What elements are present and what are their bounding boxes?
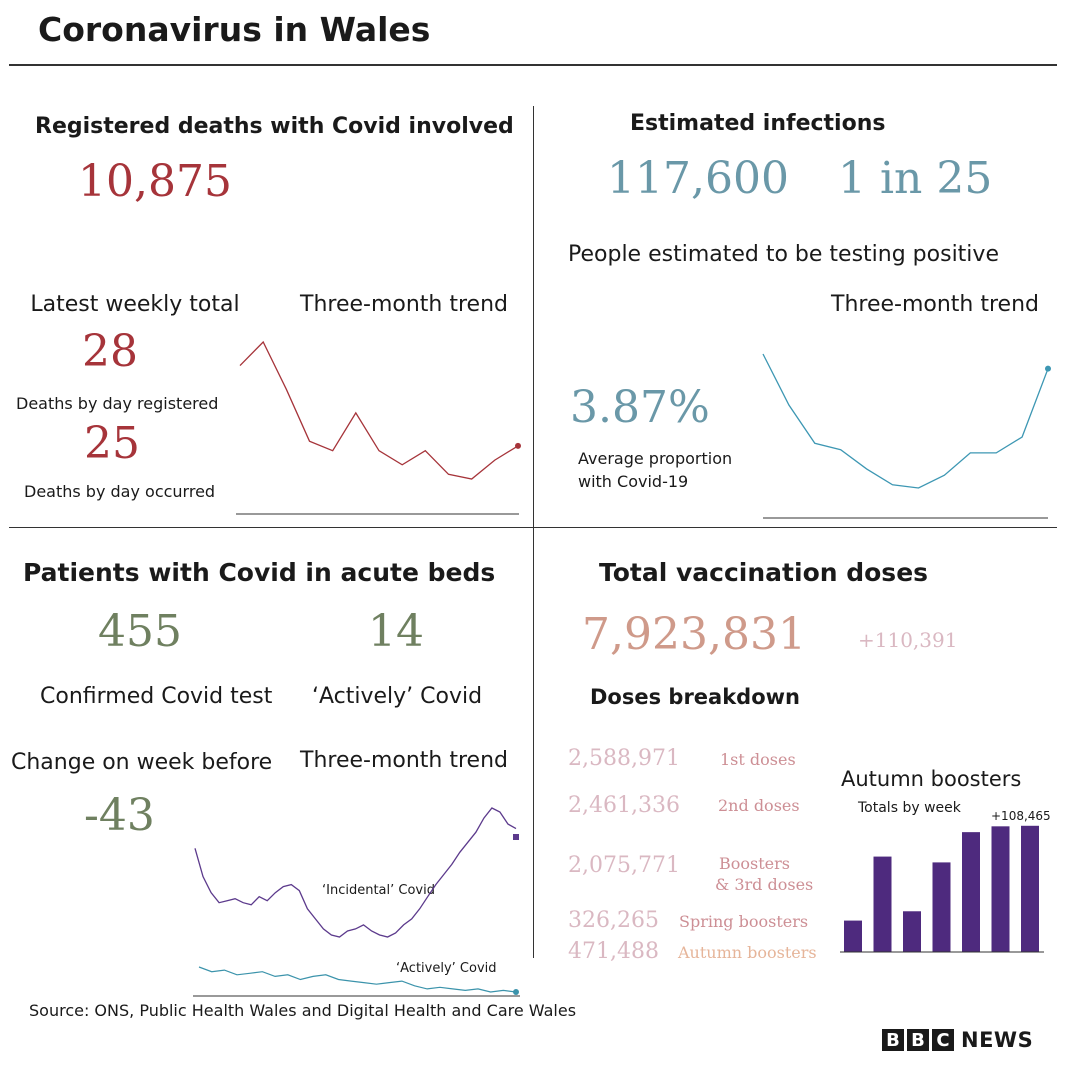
- deaths-registered-value: 28: [82, 326, 138, 377]
- title-divider: [9, 64, 1057, 66]
- bbc-letter-c: C: [932, 1029, 954, 1051]
- patients-heading: Patients with Covid in acute beds: [23, 558, 496, 587]
- autumn-booster-bar-3: [903, 911, 921, 952]
- autumn-booster-bar-1: [844, 920, 862, 952]
- deaths-occurred-label: Deaths by day occurred: [24, 482, 216, 501]
- vaccination-heading: Total vaccination doses: [599, 558, 929, 587]
- patients-change-label: Change on week before: [11, 750, 273, 775]
- bbc-news-logo: B B C NEWS: [882, 1028, 1033, 1052]
- infections-heading: Estimated infections: [630, 111, 886, 136]
- vaccination-total: 7,923,831: [582, 609, 806, 660]
- vaccination-change: +110,391: [858, 628, 958, 652]
- autumn-booster-bar-2: [873, 856, 892, 952]
- bbc-letter-b1: B: [882, 1029, 904, 1051]
- dose-spring-value: 326,265: [568, 908, 659, 933]
- deaths-weekly-label: Latest weekly total: [30, 292, 240, 317]
- infections-trend-label: Three-month trend: [831, 292, 1039, 317]
- patients-confirmed-label: Confirmed Covid test: [40, 684, 273, 709]
- deaths-trend-label: Three-month trend: [300, 292, 508, 317]
- dose-2nd-value: 2,461,336: [568, 793, 680, 818]
- deaths-heading: Registered deaths with Covid involved: [35, 114, 514, 139]
- patients-actively-line: [198, 966, 517, 993]
- dose-boosters-label-2: & 3rd doses: [715, 875, 814, 894]
- vertical-divider: [533, 106, 534, 958]
- source-note: Source: ONS, Public Health Wales and Dig…: [29, 1001, 577, 1020]
- dose-autumn-value: 471,488: [568, 939, 659, 964]
- dose-spring-label: Spring boosters: [679, 912, 809, 931]
- autumn-boosters-latest: +108,465: [991, 809, 1051, 823]
- autumn-booster-bar-7: [1021, 825, 1039, 952]
- bbc-news-word: NEWS: [961, 1028, 1034, 1052]
- deaths-trend-line: [239, 340, 519, 480]
- infections-count: 117,600: [607, 153, 789, 204]
- infections-proportion-label-1: Average proportion: [578, 449, 733, 468]
- dose-boosters-label: Boosters: [719, 854, 790, 873]
- infections-trend-line: [762, 353, 1049, 489]
- patients-actively-value: 14: [368, 606, 424, 657]
- dose-1st-value: 2,588,971: [568, 746, 680, 771]
- infections-ratio: 1 in 25: [838, 153, 993, 204]
- infections-trend-endpoint: [1045, 365, 1051, 372]
- patients-incidental-endpoint: [513, 834, 519, 840]
- dose-2nd-label: 2nd doses: [718, 796, 800, 815]
- autumn-boosters-subtitle: Totals by week: [858, 800, 961, 816]
- patients-actively-endpoint: [513, 989, 519, 995]
- infections-proportion: 3.87%: [570, 382, 710, 433]
- autumn-booster-bar-4: [932, 862, 951, 952]
- autumn-booster-bar-5: [962, 832, 980, 952]
- patients-incidental-line: [194, 807, 517, 938]
- bbc-letter-b2: B: [907, 1029, 929, 1051]
- autumn-booster-bar-6: [991, 826, 1010, 952]
- patients-incidental-label: ‘Incidental’ Covid: [322, 883, 435, 898]
- autumn-boosters-heading: Autumn boosters: [841, 767, 1022, 791]
- dose-1st-label: 1st doses: [720, 750, 796, 769]
- doses-breakdown-heading: Doses breakdown: [590, 685, 800, 709]
- patients-actively-label: ‘Actively’ Covid: [312, 684, 483, 709]
- patients-confirmed-value: 455: [98, 606, 182, 657]
- page-title: Coronavirus in Wales: [38, 10, 431, 49]
- horizontal-divider: [9, 527, 1057, 528]
- deaths-registered-label: Deaths by day registered: [16, 394, 219, 413]
- dose-autumn-label: Autumn boosters: [678, 943, 817, 962]
- patients-actively-series-label: ‘Actively’ Covid: [396, 961, 497, 976]
- deaths-occurred-value: 25: [84, 418, 140, 469]
- patients-trend-label: Three-month trend: [300, 748, 508, 773]
- infections-subtitle: People estimated to be testing positive: [568, 242, 999, 267]
- dose-boosters-value: 2,075,771: [568, 853, 680, 878]
- deaths-total: 10,875: [78, 156, 232, 207]
- deaths-trend-endpoint: [515, 442, 521, 449]
- infections-proportion-label-2: with Covid-19: [578, 472, 689, 491]
- patients-change-value: -43: [84, 790, 155, 841]
